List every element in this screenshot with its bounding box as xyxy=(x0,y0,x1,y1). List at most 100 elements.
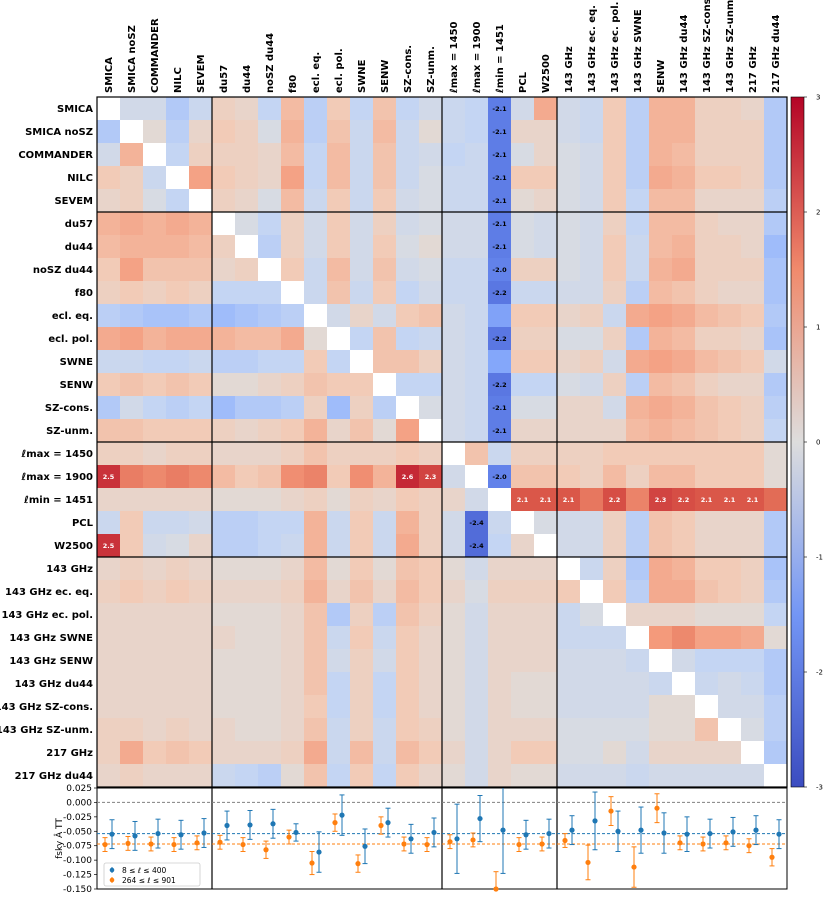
y-tick-label: -0.150 xyxy=(63,885,92,895)
heatmap-cell xyxy=(350,120,374,144)
heatmap-cell xyxy=(649,603,673,627)
heatmap-cell xyxy=(419,580,443,604)
heatmap-cell xyxy=(419,672,443,696)
heatmap-cell xyxy=(511,281,535,305)
heatmap-cell xyxy=(350,557,374,581)
heatmap-cell xyxy=(350,396,374,420)
heatmap-cell xyxy=(166,373,190,397)
heatmap-cell xyxy=(304,603,328,627)
heatmap-cell xyxy=(534,465,558,489)
row-label: COMMANDER xyxy=(18,150,93,161)
heatmap-cell xyxy=(143,327,167,351)
row-label: NILC xyxy=(67,173,93,184)
heatmap-cell xyxy=(603,511,627,535)
scatter-point xyxy=(707,830,713,837)
heatmap-cell xyxy=(281,580,305,604)
heatmap-cell xyxy=(350,281,374,305)
heatmap-cell xyxy=(465,672,489,696)
heatmap-cell xyxy=(672,557,696,581)
heatmap-cell xyxy=(741,718,765,742)
heatmap-cell xyxy=(304,488,328,512)
heatmap-cell xyxy=(258,143,282,167)
heatmap-cell xyxy=(672,327,696,351)
heatmap-cell xyxy=(626,327,650,351)
heatmap-cell xyxy=(120,258,144,282)
heatmap-cell xyxy=(442,327,466,351)
heatmap-cell xyxy=(350,603,374,627)
heatmap-cell xyxy=(258,281,282,305)
heatmap-cell xyxy=(511,718,535,742)
heatmap-cell xyxy=(488,120,512,144)
heatmap-cell xyxy=(396,212,420,236)
heatmap-cell xyxy=(534,212,558,236)
heatmap-cell xyxy=(603,235,627,259)
row-label: 217 GHz du44 xyxy=(15,771,93,782)
scatter-point xyxy=(171,841,177,848)
heatmap-cell xyxy=(304,327,328,351)
heatmap-cell xyxy=(626,212,650,236)
cell-annotation: 2.1 xyxy=(517,496,529,504)
cell-annotation: -2.1 xyxy=(492,220,507,228)
heatmap-cell xyxy=(396,120,420,144)
colorbar-tick-label: 0 xyxy=(816,439,820,447)
heatmap-cell xyxy=(189,373,213,397)
scatter-point xyxy=(102,841,108,848)
heatmap-cell xyxy=(649,120,673,144)
heatmap-cell xyxy=(350,258,374,282)
heatmap-cell xyxy=(603,350,627,374)
heatmap-cell xyxy=(557,718,581,742)
heatmap-cell xyxy=(189,143,213,167)
scatter-point xyxy=(431,829,437,836)
heatmap-cell xyxy=(327,511,351,535)
heatmap-cell xyxy=(212,649,236,673)
row-label: SZ-unm. xyxy=(46,426,93,437)
cell-annotation: 2.1 xyxy=(540,496,552,504)
heatmap-cell xyxy=(350,649,374,673)
heatmap-cell xyxy=(281,258,305,282)
heatmap-cell xyxy=(304,557,328,581)
scatter-point xyxy=(401,841,407,847)
heatmap-cell xyxy=(672,511,696,535)
heatmap-cell xyxy=(626,258,650,282)
heatmap-cell xyxy=(258,488,282,512)
scatter-point xyxy=(247,822,253,828)
heatmap-cell xyxy=(695,120,719,144)
heatmap-cell xyxy=(764,741,788,765)
heatmap-cell xyxy=(212,534,236,558)
heatmap-cell xyxy=(557,120,581,144)
heatmap-cell xyxy=(189,603,213,627)
scatter-point xyxy=(615,828,621,834)
column-label: SMICA noSZ xyxy=(127,25,138,93)
heatmap-cell xyxy=(373,672,397,696)
heatmap-cell xyxy=(304,718,328,742)
heatmap-cell xyxy=(97,396,121,420)
heatmap-cell xyxy=(258,235,282,259)
heatmap-cell xyxy=(649,304,673,328)
heatmap-cell xyxy=(189,649,213,673)
heatmap-cell xyxy=(419,718,443,742)
scatter-point xyxy=(132,833,138,839)
heatmap-cell xyxy=(534,97,558,121)
heatmap-cell xyxy=(143,120,167,144)
heatmap-cell xyxy=(764,649,788,673)
heatmap-cell xyxy=(258,350,282,374)
heatmap-cell xyxy=(695,442,719,466)
heatmap-cell xyxy=(212,580,236,604)
heatmap-cell xyxy=(603,488,627,512)
heatmap-cell xyxy=(488,396,512,420)
heatmap-cell xyxy=(741,626,765,650)
heatmap-cell xyxy=(304,695,328,719)
heatmap-cell xyxy=(120,373,144,397)
heatmap-cell xyxy=(557,695,581,719)
heatmap-cell xyxy=(695,350,719,374)
heatmap-cell xyxy=(672,419,696,443)
heatmap-cell xyxy=(281,718,305,742)
heatmap-cell xyxy=(603,718,627,742)
heatmap-cell xyxy=(534,695,558,719)
heatmap-cell xyxy=(672,258,696,282)
heatmap-cell xyxy=(557,741,581,765)
heatmap-cell xyxy=(695,718,719,742)
heatmap-cell xyxy=(695,419,719,443)
heatmap-cell xyxy=(120,327,144,351)
scatter-point xyxy=(240,841,246,848)
